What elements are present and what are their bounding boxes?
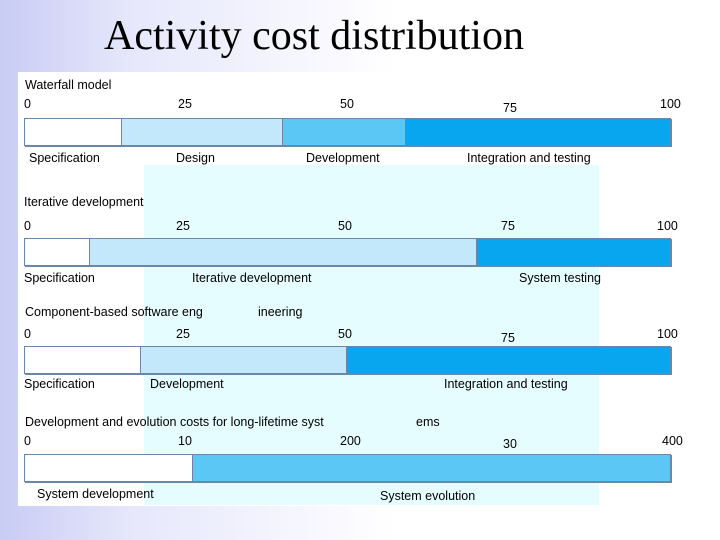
waterfall-label-specification: Specification — [29, 151, 100, 165]
evolution-tick-400: 400 — [662, 434, 683, 448]
waterfall-tick-100: 100 — [660, 97, 681, 111]
component-label-development: Development — [150, 377, 224, 391]
evolution-tick-0: 0 — [24, 434, 31, 448]
evolution-label-development: System development — [37, 487, 154, 501]
component-label-integration: Integration and testing — [444, 377, 568, 391]
component-tick-100: 100 — [657, 327, 678, 341]
evolution-bar — [24, 454, 671, 482]
waterfall-tick-25: 25 — [178, 97, 192, 111]
iterative-segment-system-testing — [476, 239, 670, 265]
background-panel — [144, 165, 599, 505]
waterfall-label-design: Design — [176, 151, 215, 165]
evolution-heading: Development and evolution costs for long… — [25, 415, 324, 429]
waterfall-tick-50: 50 — [340, 97, 354, 111]
component-heading-cont: ineering — [258, 305, 303, 319]
component-segment-development — [141, 347, 348, 373]
iterative-tick-0: 0 — [24, 219, 31, 233]
waterfall-label-development: Development — [306, 151, 380, 165]
waterfall-bar — [24, 118, 671, 146]
waterfall-label-integration: Integration and testing — [467, 151, 591, 165]
waterfall-segment-integration-and-testing — [405, 119, 670, 145]
iterative-tick-25: 25 — [176, 219, 190, 233]
component-tick-50: 50 — [338, 327, 352, 341]
slide-title: Activity cost distribution — [104, 13, 524, 59]
component-tick-0: 0 — [24, 327, 31, 341]
evolution-heading-cont: ems — [416, 415, 440, 429]
waterfall-segment-development — [283, 119, 406, 145]
component-segment-specification — [25, 347, 142, 373]
waterfall-heading: Waterfall model — [25, 78, 112, 92]
iterative-label-testing: System testing — [519, 271, 601, 285]
evolution-tick-200: 200 — [340, 434, 361, 448]
evolution-label-evolution: System evolution — [380, 489, 476, 503]
evolution-segment-system-development — [25, 455, 193, 481]
iterative-bar — [24, 238, 671, 266]
component-tick-75: 75 — [501, 331, 515, 345]
evolution-segment-system-evolution — [192, 455, 670, 481]
iterative-segment-iterative-development — [89, 239, 477, 265]
evolution-tick-30: 30 — [503, 437, 517, 451]
waterfall-tick-0: 0 — [24, 97, 31, 111]
component-segment-integration-and-testing — [347, 347, 670, 373]
iterative-tick-75: 75 — [501, 219, 515, 233]
evolution-tick-10: 10 — [178, 434, 192, 448]
waterfall-segment-specification — [25, 119, 122, 145]
component-label-specification: Specification — [24, 377, 95, 391]
waterfall-segment-design — [121, 119, 283, 145]
waterfall-tick-75: 75 — [503, 101, 517, 115]
iterative-heading: Iterative development — [24, 195, 144, 209]
iterative-tick-50: 50 — [338, 219, 352, 233]
iterative-segment-specification — [25, 239, 90, 265]
iterative-tick-100: 100 — [657, 219, 678, 233]
component-tick-25: 25 — [176, 327, 190, 341]
component-bar — [24, 346, 671, 374]
iterative-label-iterative: Iterative development — [192, 271, 312, 285]
iterative-label-specification: Specification — [24, 271, 95, 285]
component-heading: Component-based software eng — [25, 305, 203, 319]
